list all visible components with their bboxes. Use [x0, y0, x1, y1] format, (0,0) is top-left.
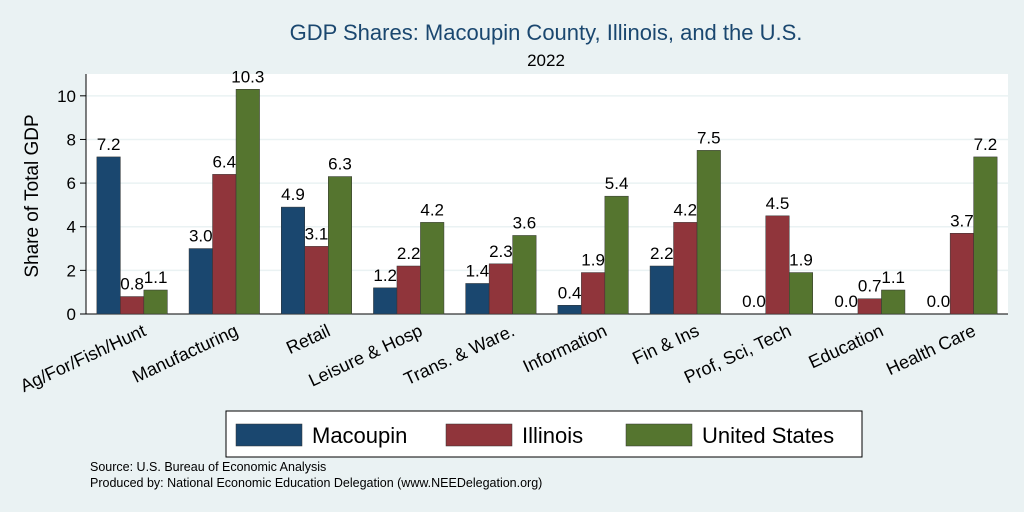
- produced-by-note: Produced by: National Economic Education…: [90, 476, 542, 490]
- category-label: Ag/For/Fish/Hunt: [17, 320, 149, 396]
- data-label: 10.3: [231, 67, 264, 86]
- bar-united-states: [973, 156, 998, 315]
- bar-united-states: [143, 289, 168, 315]
- data-label: 1.4: [466, 261, 490, 280]
- data-label: 0.0: [927, 292, 951, 311]
- bar-illinois: [949, 233, 974, 315]
- data-label: 2.2: [650, 244, 674, 263]
- data-label: 3.0: [189, 227, 213, 246]
- bar-illinois: [673, 222, 698, 315]
- source-note: Source: U.S. Bureau of Economic Analysis: [90, 460, 326, 474]
- data-label: 2.2: [397, 244, 421, 263]
- bar-illinois: [304, 246, 329, 315]
- y-tick-label: 8: [67, 130, 76, 149]
- bar-united-states: [881, 289, 906, 315]
- y-tick-label: 2: [67, 261, 76, 280]
- data-label: 4.9: [281, 185, 305, 204]
- legend-swatch: [235, 423, 303, 447]
- bar-macoupin: [557, 305, 582, 315]
- bar-macoupin: [465, 283, 490, 315]
- bar-illinois: [396, 265, 421, 315]
- category-label: Education: [805, 320, 886, 372]
- bar-united-states: [328, 176, 352, 315]
- data-label: 7.2: [97, 135, 121, 154]
- data-label: 0.4: [558, 283, 582, 302]
- bar-united-states: [696, 150, 721, 315]
- category-label: Retail: [283, 320, 333, 358]
- data-label: 3.7: [950, 211, 974, 230]
- legend-label: United States: [702, 423, 834, 448]
- chart-title: GDP Shares: Macoupin County, Illinois, a…: [290, 20, 803, 45]
- data-label: 0.7: [858, 277, 882, 296]
- bar-macoupin: [188, 248, 213, 315]
- data-label: 2.3: [489, 242, 513, 261]
- bar-macoupin: [96, 156, 121, 315]
- bar-united-states: [604, 195, 629, 315]
- legend-swatch: [445, 423, 513, 447]
- y-axis-label: Share of Total GDP: [22, 114, 43, 277]
- bar-macoupin: [281, 206, 305, 315]
- data-label: 1.9: [581, 251, 605, 270]
- legend: Macoupin Illinois United States: [225, 410, 863, 458]
- data-label: 4.2: [673, 200, 697, 219]
- bar-united-states: [235, 89, 260, 315]
- data-label: 1.1: [881, 268, 905, 287]
- data-label: 0.0: [742, 292, 766, 311]
- bar-illinois: [488, 263, 513, 315]
- bar-illinois: [765, 215, 790, 315]
- bar-macoupin: [649, 265, 674, 315]
- bar-united-states: [789, 272, 813, 315]
- data-label: 0.0: [834, 292, 858, 311]
- data-label: 6.3: [328, 155, 352, 174]
- category-label: Information: [520, 320, 610, 376]
- data-label: 0.8: [120, 275, 144, 294]
- data-label: 7.2: [974, 135, 998, 154]
- y-tick-label: 6: [67, 174, 76, 193]
- data-label: 4.2: [420, 200, 444, 219]
- category-label: Fin & Ins: [629, 320, 702, 368]
- bar-illinois: [212, 174, 237, 315]
- data-label: 6.4: [212, 152, 236, 171]
- y-tick-label: 4: [67, 218, 76, 237]
- y-tick-label: 10: [57, 87, 76, 106]
- legend-label: Macoupin: [312, 423, 407, 448]
- bar-illinois: [120, 296, 145, 315]
- bar-united-states: [420, 222, 445, 315]
- data-label: 1.9: [789, 251, 813, 270]
- legend-label: Illinois: [522, 423, 583, 448]
- data-label: 1.2: [373, 266, 397, 285]
- data-label: 1.1: [144, 268, 168, 287]
- chart-subtitle: 2022: [527, 51, 565, 70]
- legend-swatch: [625, 423, 693, 447]
- bar-macoupin: [373, 287, 398, 315]
- data-label: 7.5: [697, 128, 721, 147]
- bar-illinois: [857, 298, 882, 315]
- data-label: 3.1: [305, 224, 329, 243]
- bar-united-states: [512, 235, 537, 315]
- data-label: 5.4: [605, 174, 629, 193]
- data-label: 4.5: [766, 194, 790, 213]
- y-tick-label: 0: [67, 305, 76, 324]
- data-label: 3.6: [513, 213, 537, 232]
- category-label: Manufacturing: [129, 320, 241, 386]
- category-label: Health Care: [883, 320, 979, 379]
- bar-illinois: [581, 272, 606, 315]
- legend-box: [225, 410, 863, 458]
